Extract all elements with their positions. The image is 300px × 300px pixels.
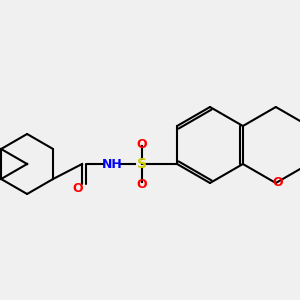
Text: S: S	[137, 157, 147, 171]
Text: O: O	[137, 178, 147, 190]
Text: O: O	[73, 182, 83, 194]
Text: NH: NH	[102, 158, 122, 170]
Text: O: O	[272, 176, 283, 190]
Text: O: O	[137, 137, 147, 151]
